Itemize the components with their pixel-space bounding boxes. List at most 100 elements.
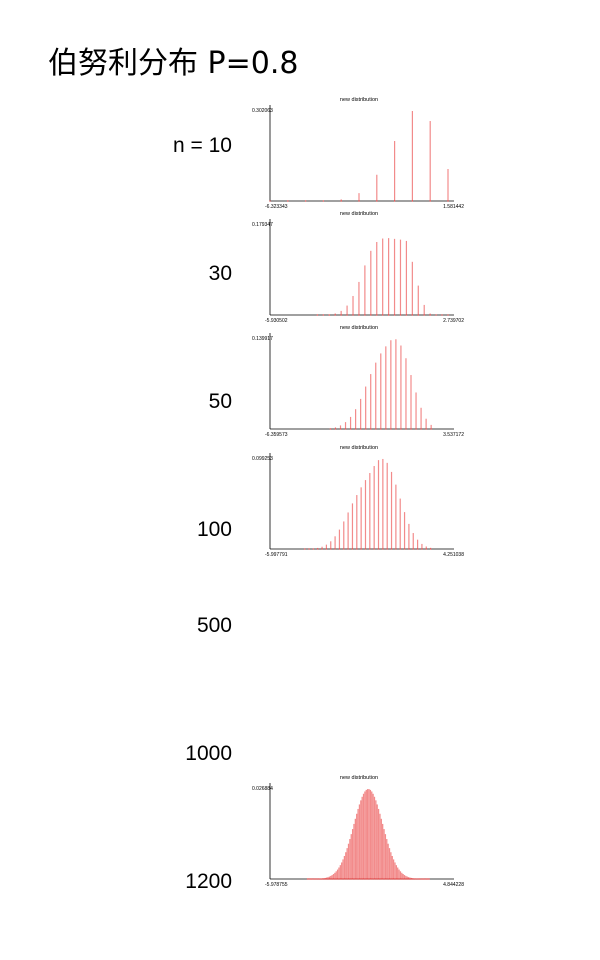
bar-base-mark — [393, 314, 396, 316]
bar-base-mark — [428, 878, 430, 880]
bar-base-mark — [416, 878, 418, 880]
bar-base-mark — [365, 878, 367, 880]
bar-base-mark — [375, 428, 377, 430]
bar-base-mark — [395, 428, 397, 430]
bar — [369, 789, 372, 879]
bar-base-mark — [435, 314, 437, 316]
bar — [390, 471, 393, 549]
bar-base-mark — [343, 548, 345, 550]
bar — [429, 313, 431, 315]
bar-base-mark — [346, 314, 348, 316]
bar-base-mark — [393, 878, 395, 880]
bar — [421, 543, 423, 549]
bar-base-mark — [358, 878, 361, 880]
bar — [398, 869, 400, 879]
bar — [346, 848, 348, 879]
y-max-label: 0.179347 — [252, 222, 273, 228]
bar — [347, 512, 349, 549]
bar-base-mark — [400, 428, 402, 430]
bar-base-mark — [399, 314, 402, 316]
bar — [385, 346, 387, 429]
bar-base-mark — [327, 878, 329, 880]
bar — [380, 818, 382, 879]
bar — [345, 852, 347, 879]
bar-base-mark — [430, 428, 432, 430]
bar-base-mark — [398, 878, 400, 880]
bar-base-mark — [315, 878, 317, 880]
bar-base-mark — [334, 428, 337, 430]
bar-base-mark — [345, 878, 347, 880]
x-min-label: -5.997791 — [265, 552, 288, 558]
bar — [369, 473, 371, 549]
bar — [399, 871, 402, 879]
bar — [402, 874, 404, 879]
bar-base-mark — [406, 878, 408, 880]
bar-base-mark — [305, 200, 307, 202]
bar-base-mark — [408, 548, 410, 550]
bar — [411, 261, 413, 315]
bar — [344, 422, 347, 429]
bar — [417, 285, 419, 315]
y-max-label: 0.302063 — [252, 108, 273, 114]
bar — [425, 546, 427, 549]
bar-base-mark — [386, 548, 388, 550]
bar — [429, 121, 431, 201]
bar — [395, 339, 397, 429]
bar-base-mark — [360, 878, 362, 880]
bar-base-mark — [341, 878, 343, 880]
bar — [371, 791, 373, 879]
chart-title: new distribution — [340, 445, 378, 451]
bar-base-mark — [269, 200, 271, 202]
bar-base-mark — [424, 878, 426, 880]
bar — [388, 848, 391, 879]
bar — [375, 800, 377, 879]
bar-base-mark — [447, 200, 449, 202]
bar — [356, 495, 358, 549]
x-max-label: 1.581442 — [443, 204, 464, 210]
chart-n10: new distribution 0.302063 -6.323343 1.58144… — [252, 97, 464, 210]
bar — [328, 876, 331, 879]
bar — [380, 353, 382, 429]
bar-base-mark — [395, 548, 397, 550]
bar — [370, 250, 372, 315]
x-min-label: -6.323343 — [265, 204, 288, 210]
bar-base-mark — [402, 878, 404, 880]
bar — [356, 813, 358, 879]
bar — [400, 345, 402, 429]
bar — [399, 239, 402, 315]
bar — [343, 855, 346, 879]
chart-n50: new distribution 0.139917 -6.359573 3.53717… — [252, 325, 464, 438]
bar-base-mark — [412, 878, 414, 880]
chart-n100: new distribution 0.099253 -5.997791 4.25103… — [252, 445, 464, 558]
bar — [368, 789, 370, 879]
bar-base-mark — [322, 314, 324, 316]
n-label-100: 100 — [196, 518, 232, 541]
bar — [390, 340, 392, 429]
bar-base-mark — [423, 878, 425, 880]
bar — [384, 834, 387, 879]
bar — [330, 875, 332, 879]
bar-base-mark — [382, 314, 384, 316]
bar-base-mark — [386, 878, 388, 880]
bar-base-mark — [324, 878, 326, 880]
bar-base-mark — [321, 548, 323, 550]
bar-base-mark — [425, 878, 427, 880]
bar-base-mark — [441, 314, 443, 316]
bar-base-mark — [321, 878, 324, 880]
bar — [334, 427, 337, 429]
bar-base-mark — [421, 548, 423, 550]
bar-base-mark — [334, 548, 336, 550]
bar — [355, 409, 357, 429]
bar — [395, 484, 397, 549]
bar — [409, 877, 411, 879]
bar-base-mark — [375, 878, 377, 880]
bar — [349, 839, 351, 879]
bar — [392, 859, 395, 879]
bar — [364, 791, 366, 879]
bar — [362, 793, 365, 879]
bar — [325, 544, 328, 549]
bar-base-mark — [339, 428, 342, 430]
chart-title: new distribution — [340, 211, 378, 217]
bar-base-mark — [361, 878, 363, 880]
bar — [334, 872, 336, 879]
